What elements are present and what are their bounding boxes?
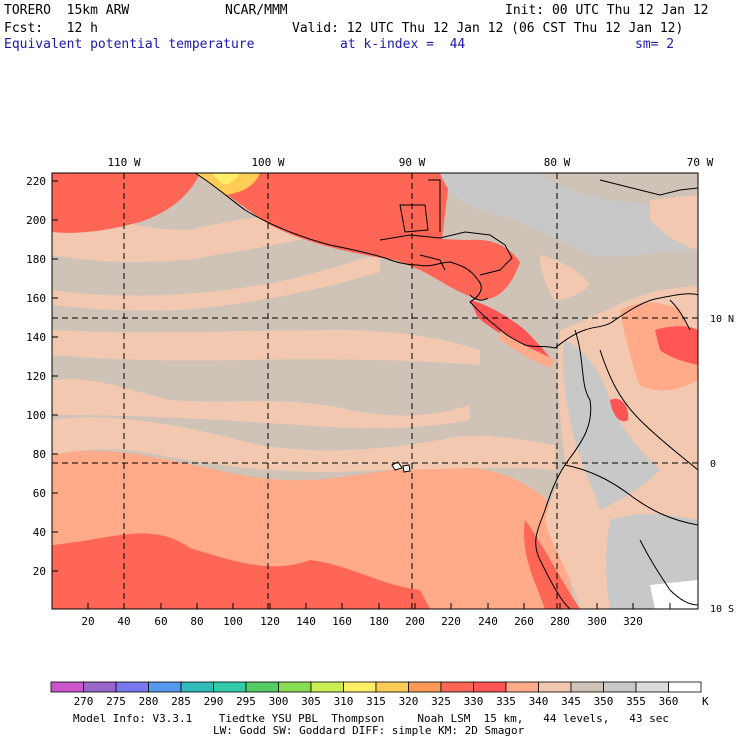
colorbar-label: 330 <box>464 695 484 708</box>
x-label: 80 <box>190 615 203 628</box>
lat-label: 10 S <box>710 604 734 615</box>
colorbar-swatch <box>180 681 214 693</box>
colorbar <box>50 681 702 693</box>
x-label: 180 <box>369 615 389 628</box>
x-label: 140 <box>296 615 316 628</box>
colorbar-label: 315 <box>366 695 386 708</box>
physics-info: LW: Godd SW: Goddard DIFF: simple KM: 2D… <box>213 724 525 737</box>
x-label: 60 <box>154 615 167 628</box>
center-name: NCAR/MMM <box>225 3 288 18</box>
colorbar-swatch <box>473 681 507 693</box>
colorbar-label: 290 <box>204 695 224 708</box>
x-label: 160 <box>332 615 352 628</box>
y-label: 80 <box>33 448 46 461</box>
y-label: 40 <box>33 526 46 539</box>
colorbar-label: 350 <box>594 695 614 708</box>
lon-label: 80 W <box>544 156 571 169</box>
colorbar-label: 300 <box>269 695 289 708</box>
colorbar-label: 275 <box>106 695 126 708</box>
colorbar-swatch <box>115 681 149 693</box>
graticule <box>52 173 698 609</box>
left-grid-labels: 20 40 60 80 100 120 140 160 180 200 220 <box>26 175 46 578</box>
lon-label: 90 W <box>399 156 426 169</box>
map-frame <box>51 172 699 610</box>
y-label: 220 <box>26 175 46 188</box>
x-label: 220 <box>441 615 461 628</box>
init-time: Init: 00 UTC Thu 12 Jan 12 <box>505 3 709 18</box>
colorbar-label: 355 <box>626 695 646 708</box>
colorbar-label: 320 <box>399 695 419 708</box>
colorbar-swatch <box>538 681 572 693</box>
map-field <box>52 173 698 609</box>
model-name: TORERO 15km ARW <box>4 3 130 18</box>
lat-label: 10 N <box>710 314 734 325</box>
level-info: at k-index = 44 <box>340 37 466 52</box>
bottom-grid-labels: 20 40 60 80 100 120 140 160 180 200 220 … <box>81 615 643 628</box>
colorbar-swatch <box>440 681 474 693</box>
right-latitude-labels: 10 N 0 10 S <box>710 314 734 615</box>
x-label: 100 <box>223 615 243 628</box>
colorbar-swatch <box>505 681 539 693</box>
smoothing-info: sm= 2 <box>635 37 675 52</box>
colorbar-swatch <box>278 681 312 693</box>
lat-label: 0 <box>710 459 716 470</box>
colorbar-label: 360 <box>659 695 679 708</box>
colorbar-swatch <box>375 681 409 693</box>
colorbar-swatch <box>603 681 637 693</box>
x-label: 280 <box>550 615 570 628</box>
x-label: 40 <box>117 615 130 628</box>
colorbar-swatch <box>310 681 344 693</box>
y-label: 160 <box>26 292 46 305</box>
y-label: 200 <box>26 214 46 227</box>
colorbar-swatch <box>83 681 117 693</box>
lon-label: 110 W <box>107 156 140 169</box>
y-label: 60 <box>33 487 46 500</box>
y-label: 120 <box>26 370 46 383</box>
field-name: Equivalent potential temperature <box>4 37 255 52</box>
colorbar-swatch <box>343 681 377 693</box>
x-label: 300 <box>587 615 607 628</box>
lon-label: 70 W <box>687 156 714 169</box>
colorbar-label: 295 <box>236 695 256 708</box>
colorbar-swatch <box>635 681 669 693</box>
tick-marks <box>52 180 671 609</box>
x-label: 320 <box>623 615 643 628</box>
x-label: 260 <box>514 615 534 628</box>
colorbar-swatch <box>570 681 604 693</box>
y-label: 20 <box>33 565 46 578</box>
colorbar-label: 340 <box>529 695 549 708</box>
x-label: 120 <box>260 615 280 628</box>
y-label: 140 <box>26 331 46 344</box>
coastlines <box>194 173 698 609</box>
top-longitude-labels: 110 W 100 W 90 W 80 W 70 W <box>107 156 713 169</box>
colorbar-label: 345 <box>561 695 581 708</box>
y-label: 100 <box>26 409 46 422</box>
x-label: 20 <box>81 615 94 628</box>
colorbar-labels: 270 275 280 285 290 295 300 305 310 315 320 325 330 3… <box>74 695 679 708</box>
model-info: Model Info: V3.3.1 Tiedtke YSU PBL Thomp… <box>73 712 670 725</box>
colorbar-label: 270 <box>74 695 94 708</box>
valid-time: Valid: 12 UTC Thu 12 Jan 12 (06 CST Thu … <box>292 21 684 36</box>
lon-label: 100 W <box>251 156 284 169</box>
colorbar-label: 305 <box>301 695 321 708</box>
colorbar-unit: K <box>702 695 709 708</box>
colorbar-label: 280 <box>139 695 159 708</box>
colorbar-label: 310 <box>334 695 354 708</box>
colorbar-swatch <box>213 681 247 693</box>
y-label: 180 <box>26 253 46 266</box>
colorbar-swatch <box>50 681 84 693</box>
colorbar-swatch <box>148 681 182 693</box>
x-label: 200 <box>405 615 425 628</box>
x-label: 240 <box>478 615 498 628</box>
colorbar-swatch <box>245 681 279 693</box>
colorbar-label: 285 <box>171 695 191 708</box>
colorbar-swatch <box>408 681 442 693</box>
colorbar-label: 335 <box>496 695 516 708</box>
colorbar-swatch <box>668 681 702 693</box>
colorbar-label: 325 <box>431 695 451 708</box>
forecast-hour: Fcst: 12 h <box>4 21 98 36</box>
